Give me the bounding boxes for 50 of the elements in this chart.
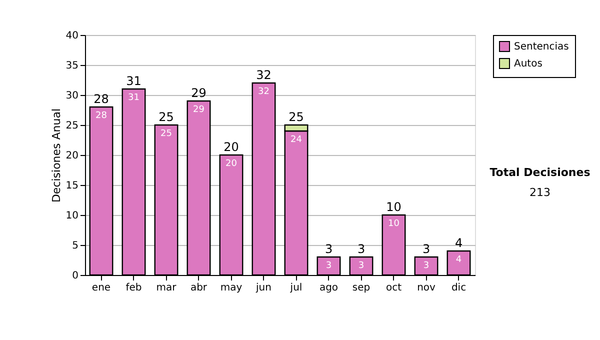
total-label: 3: [324, 242, 333, 256]
y-tick-label: 15: [66, 180, 78, 192]
x-tick-label: may: [220, 282, 242, 294]
x-tick-label: jul: [289, 282, 302, 294]
data-label: 29: [193, 105, 205, 115]
legend-label: Autos: [514, 58, 542, 70]
y-tick-label: 5: [72, 240, 78, 252]
total-label: 25: [158, 110, 174, 124]
y-axis-title: Decisiones Anual: [50, 108, 63, 203]
x-tick-label: ago: [319, 282, 338, 294]
total-label: 20: [224, 140, 239, 154]
data-label: 3: [358, 261, 364, 271]
total-label: 28: [94, 92, 109, 106]
x-tick-label: abr: [190, 282, 208, 294]
y-tick-label: 20: [66, 150, 78, 162]
data-label: 20: [226, 159, 238, 169]
x-tick-label: jun: [255, 282, 272, 294]
total-label: 31: [126, 74, 142, 88]
data-label: 24: [290, 135, 302, 145]
y-tick-label: 0: [72, 270, 78, 282]
x-tick-label: dic: [451, 282, 466, 294]
total-label: 3: [357, 242, 366, 256]
x-tick-label: oct: [386, 282, 402, 294]
data-label: 31: [128, 93, 140, 103]
data-label: 28: [96, 111, 108, 121]
data-label: 3: [423, 261, 430, 271]
x-tick-label: nov: [417, 282, 436, 294]
data-label: 32: [258, 87, 270, 97]
text: Total Decisiones: [490, 166, 591, 179]
y-tick-label: 25: [66, 120, 78, 132]
x-tick-label: sep: [352, 282, 370, 294]
x-tick-label: mar: [156, 282, 178, 294]
y-tick-label: 40: [66, 30, 78, 42]
data-label: 10: [388, 219, 400, 229]
total-label: 3: [422, 242, 430, 256]
text: 213: [530, 186, 550, 199]
total-label: 25: [288, 110, 304, 124]
y-tick-label: 10: [66, 210, 78, 222]
data-label: 3: [326, 261, 332, 271]
legend-label: Sentencias: [514, 42, 569, 52]
x-tick-label: ene: [92, 282, 111, 294]
total-label: 10: [386, 200, 402, 214]
y-tick-label: 35: [66, 60, 78, 72]
x-tick-label: feb: [126, 282, 142, 294]
total-label: 29: [191, 86, 206, 100]
total-label: 4: [454, 236, 463, 250]
total-label: 32: [256, 68, 272, 82]
y-tick-label: 30: [66, 90, 78, 102]
data-label: 4: [456, 255, 462, 265]
data-label: 25: [160, 129, 172, 139]
